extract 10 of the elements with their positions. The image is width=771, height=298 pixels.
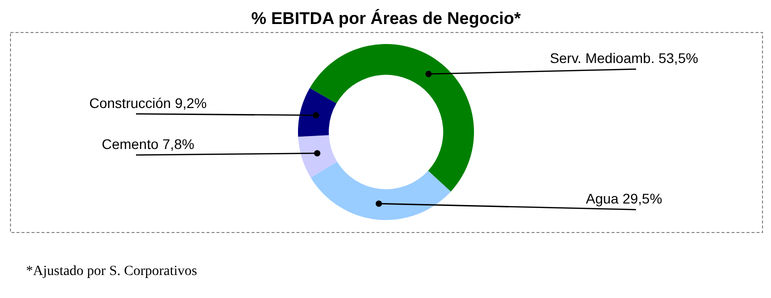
donut-slice — [310, 162, 451, 220]
slice-label: Cemento 7,8% — [102, 136, 194, 152]
donut-slice — [298, 88, 336, 137]
slice-label: Construcción 9,2% — [89, 94, 207, 111]
chart-title: % EBITDA por Áreas de Negocio* — [251, 8, 522, 28]
slice-label: Serv. Medioamb. 53,5% — [550, 50, 698, 66]
donut-slice — [298, 135, 338, 178]
slice-label: Agua 29,5% — [586, 190, 662, 207]
donut-slice — [310, 44, 474, 192]
text: *Ajustado por S. Corporativos — [26, 264, 198, 280]
